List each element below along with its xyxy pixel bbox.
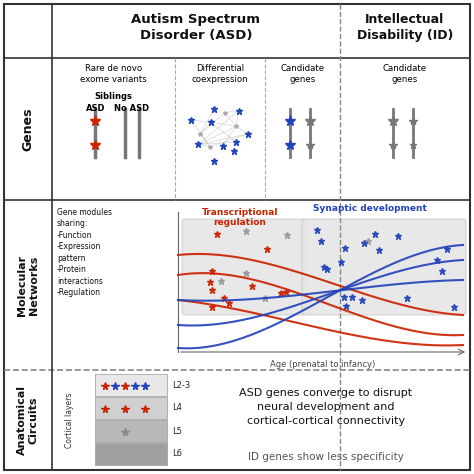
Text: Transcriptional
regulation: Transcriptional regulation (202, 208, 278, 228)
Text: Autism Spectrum
Disorder (ASD): Autism Spectrum Disorder (ASD) (131, 12, 261, 42)
Text: ASD genes converge to disrupt
neural development and
cortical-cortical connectiv: ASD genes converge to disrupt neural dev… (239, 388, 412, 426)
Bar (95, 420, 167, 442)
Text: Cortical layers: Cortical layers (65, 392, 74, 447)
Text: Age (prenatal to infancy): Age (prenatal to infancy) (270, 360, 375, 369)
Text: ID genes show less specificity: ID genes show less specificity (248, 452, 404, 462)
Bar (95, 397, 167, 419)
FancyBboxPatch shape (302, 219, 466, 315)
Text: L2-3: L2-3 (172, 381, 190, 390)
Text: Intellectual
Disability (ID): Intellectual Disability (ID) (357, 12, 453, 42)
Bar (95, 443, 167, 465)
FancyBboxPatch shape (182, 219, 306, 315)
Text: ASD: ASD (86, 104, 105, 113)
Text: Synaptic development: Synaptic development (313, 204, 427, 213)
Text: No ASD: No ASD (114, 104, 149, 113)
Text: L5: L5 (172, 427, 182, 436)
Text: Molecular
Networks: Molecular Networks (17, 255, 39, 316)
Text: Differential
coexpression: Differential coexpression (191, 64, 248, 84)
Text: Gene modules
sharing:
-Function
-Expression
pattern
-Protein
interactions
-Regul: Gene modules sharing: -Function -Express… (57, 208, 112, 297)
Bar (95, 374, 167, 396)
Text: Anatomical
Circuits: Anatomical Circuits (17, 385, 39, 455)
Text: Candidate
genes: Candidate genes (383, 64, 427, 84)
Text: L6: L6 (172, 449, 182, 458)
Text: Genes: Genes (21, 107, 35, 151)
Text: L4: L4 (172, 403, 182, 412)
Text: Rare de novo
exome variants: Rare de novo exome variants (80, 64, 147, 84)
Text: Candidate
genes: Candidate genes (281, 64, 325, 84)
Text: Siblings: Siblings (94, 92, 132, 101)
